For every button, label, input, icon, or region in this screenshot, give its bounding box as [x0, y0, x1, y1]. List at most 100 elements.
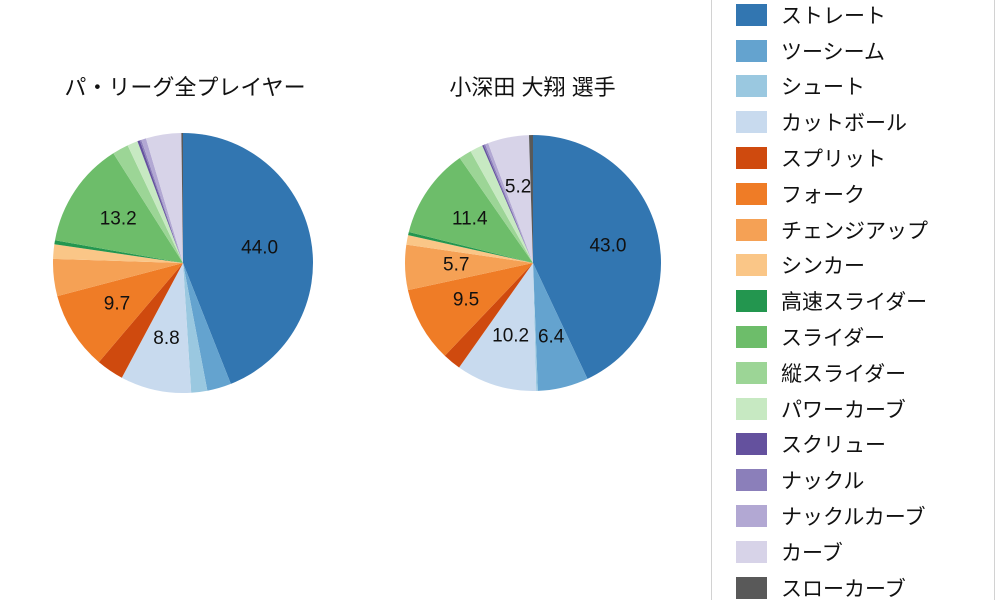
pie-slice-14 — [141, 138, 183, 263]
legend-swatch — [736, 397, 767, 420]
pie-slice-6 — [405, 244, 533, 291]
legend-label: スライダー — [781, 327, 886, 351]
pie-slice-13 — [139, 139, 183, 263]
pie-slice-3 — [459, 263, 537, 391]
legend-label: シュート — [781, 76, 865, 100]
legend-label: カットボール — [781, 112, 907, 136]
legend-item: スライダー — [736, 319, 994, 355]
pie-slice-7 — [406, 235, 533, 263]
pie-slice-4 — [444, 263, 533, 368]
legend-label: フォーク — [781, 183, 865, 207]
legend-swatch — [736, 182, 767, 205]
pie-slice-16 — [181, 133, 183, 263]
pie-slice-label: 9.5 — [453, 290, 479, 311]
pie-slice-label: 9.7 — [104, 294, 130, 315]
pie-slice-7 — [53, 244, 183, 263]
pie-slice-0 — [183, 133, 313, 384]
pie-slice-label: 6.4 — [538, 327, 565, 348]
legend-item: 縦スライダー — [736, 355, 994, 391]
pie-slice-11 — [470, 145, 533, 263]
pie-slice-12 — [137, 140, 183, 263]
legend-swatch — [736, 505, 767, 528]
pie-slice-5 — [57, 263, 183, 363]
pie-chart-player: 43.0 6.4 10.2 9.5 5.7 11.4 5.2 — [405, 135, 661, 391]
chart-title-player: 小深田 大翔 選手 — [449, 75, 616, 100]
pie-slice-9 — [55, 153, 183, 263]
legend-label: シンカー — [781, 255, 865, 279]
pie-slice-13 — [483, 144, 533, 263]
legend-swatch — [736, 433, 767, 456]
pie-slice-0 — [533, 135, 661, 379]
legend-swatch — [736, 540, 767, 563]
legend-label: スローカーブ — [781, 577, 906, 600]
legend-item: カーブ — [736, 534, 994, 570]
legend-label: 高速スライダー — [781, 291, 928, 315]
legend-label: パワーカーブ — [781, 398, 906, 422]
pie-slice-9 — [408, 158, 533, 263]
pie-slice-8 — [54, 240, 183, 263]
legend-item: シンカー — [736, 248, 994, 284]
pie-slice-5 — [407, 263, 533, 356]
legend-label: スクリュー — [781, 434, 886, 458]
legend-label: チェンジアップ — [781, 219, 928, 243]
legend-item: ナックル — [736, 462, 994, 498]
legend-swatch — [736, 147, 767, 170]
pie-slice-2 — [183, 263, 208, 393]
pie-slice-label: 5.2 — [505, 177, 531, 198]
legend-label: 縦スライダー — [781, 362, 907, 386]
pie-slice-3 — [121, 263, 192, 393]
pie-slice-label: 5.7 — [443, 255, 469, 276]
pie-slice-6 — [53, 258, 183, 297]
legend-item: スクリュー — [736, 427, 994, 463]
pie-slice-14 — [485, 143, 533, 263]
legend-swatch — [736, 254, 767, 277]
pie-slice-4 — [98, 263, 183, 378]
legend-item: ナックルカーブ — [736, 498, 994, 534]
pie-slice-1 — [183, 263, 231, 391]
legend-swatch — [736, 326, 767, 349]
chart-title-league: パ・リーグ全プレイヤー — [64, 75, 306, 100]
legend-swatch — [736, 3, 767, 26]
legend-item: ストレート — [736, 0, 994, 33]
pie-slice-label: 43.0 — [589, 235, 626, 256]
legend-item: カットボール — [736, 104, 994, 140]
legend-swatch — [736, 576, 767, 599]
legend-item: スローカーブ — [736, 570, 994, 600]
legend-label: ストレート — [781, 4, 886, 28]
legend-label: ナックルカーブ — [781, 506, 926, 530]
pie-slice-15 — [145, 133, 183, 263]
legend-item: スプリット — [736, 140, 994, 176]
pie-slice-12 — [482, 144, 533, 263]
pie-slice-label: 10.2 — [492, 325, 529, 346]
legend-label: ツーシーム — [781, 40, 885, 64]
legend-swatch — [736, 39, 767, 62]
legend-swatch — [736, 361, 767, 384]
pie-slice-16 — [528, 135, 533, 263]
pie-chart-league: 44.0 8.8 9.7 13.2 — [53, 133, 313, 393]
pie-slice-label: 44.0 — [241, 237, 278, 258]
pie-slice-2 — [533, 263, 538, 391]
legend-item: 高速スライダー — [736, 283, 994, 319]
legend: ストレートツーシームシュートカットボール スプリットフォークチェンジアップ シンカー… — [711, 0, 995, 600]
pie-slice-8 — [408, 231, 533, 263]
pie-slice-label: 11.4 — [452, 208, 488, 229]
legend-swatch — [736, 218, 767, 241]
pie-slice-10 — [113, 145, 183, 263]
pie-slice-15 — [488, 135, 533, 263]
legend-item: パワーカーブ — [736, 391, 994, 427]
legend-swatch — [736, 469, 767, 492]
pie-slice-10 — [459, 151, 533, 263]
legend-label: カーブ — [781, 541, 843, 565]
pie-slice-label: 8.8 — [153, 328, 179, 349]
legend-swatch — [736, 290, 767, 313]
pie-slice-1 — [533, 263, 588, 391]
legend-swatch — [736, 111, 767, 134]
legend-label: スプリット — [781, 148, 886, 172]
legend-item: チェンジアップ — [736, 212, 994, 248]
legend-label: ナックル — [781, 470, 865, 494]
legend-swatch — [736, 75, 767, 98]
legend-item: フォーク — [736, 176, 994, 212]
pie-slice-label: 13.2 — [100, 209, 137, 230]
legend-item: シュート — [736, 69, 994, 105]
